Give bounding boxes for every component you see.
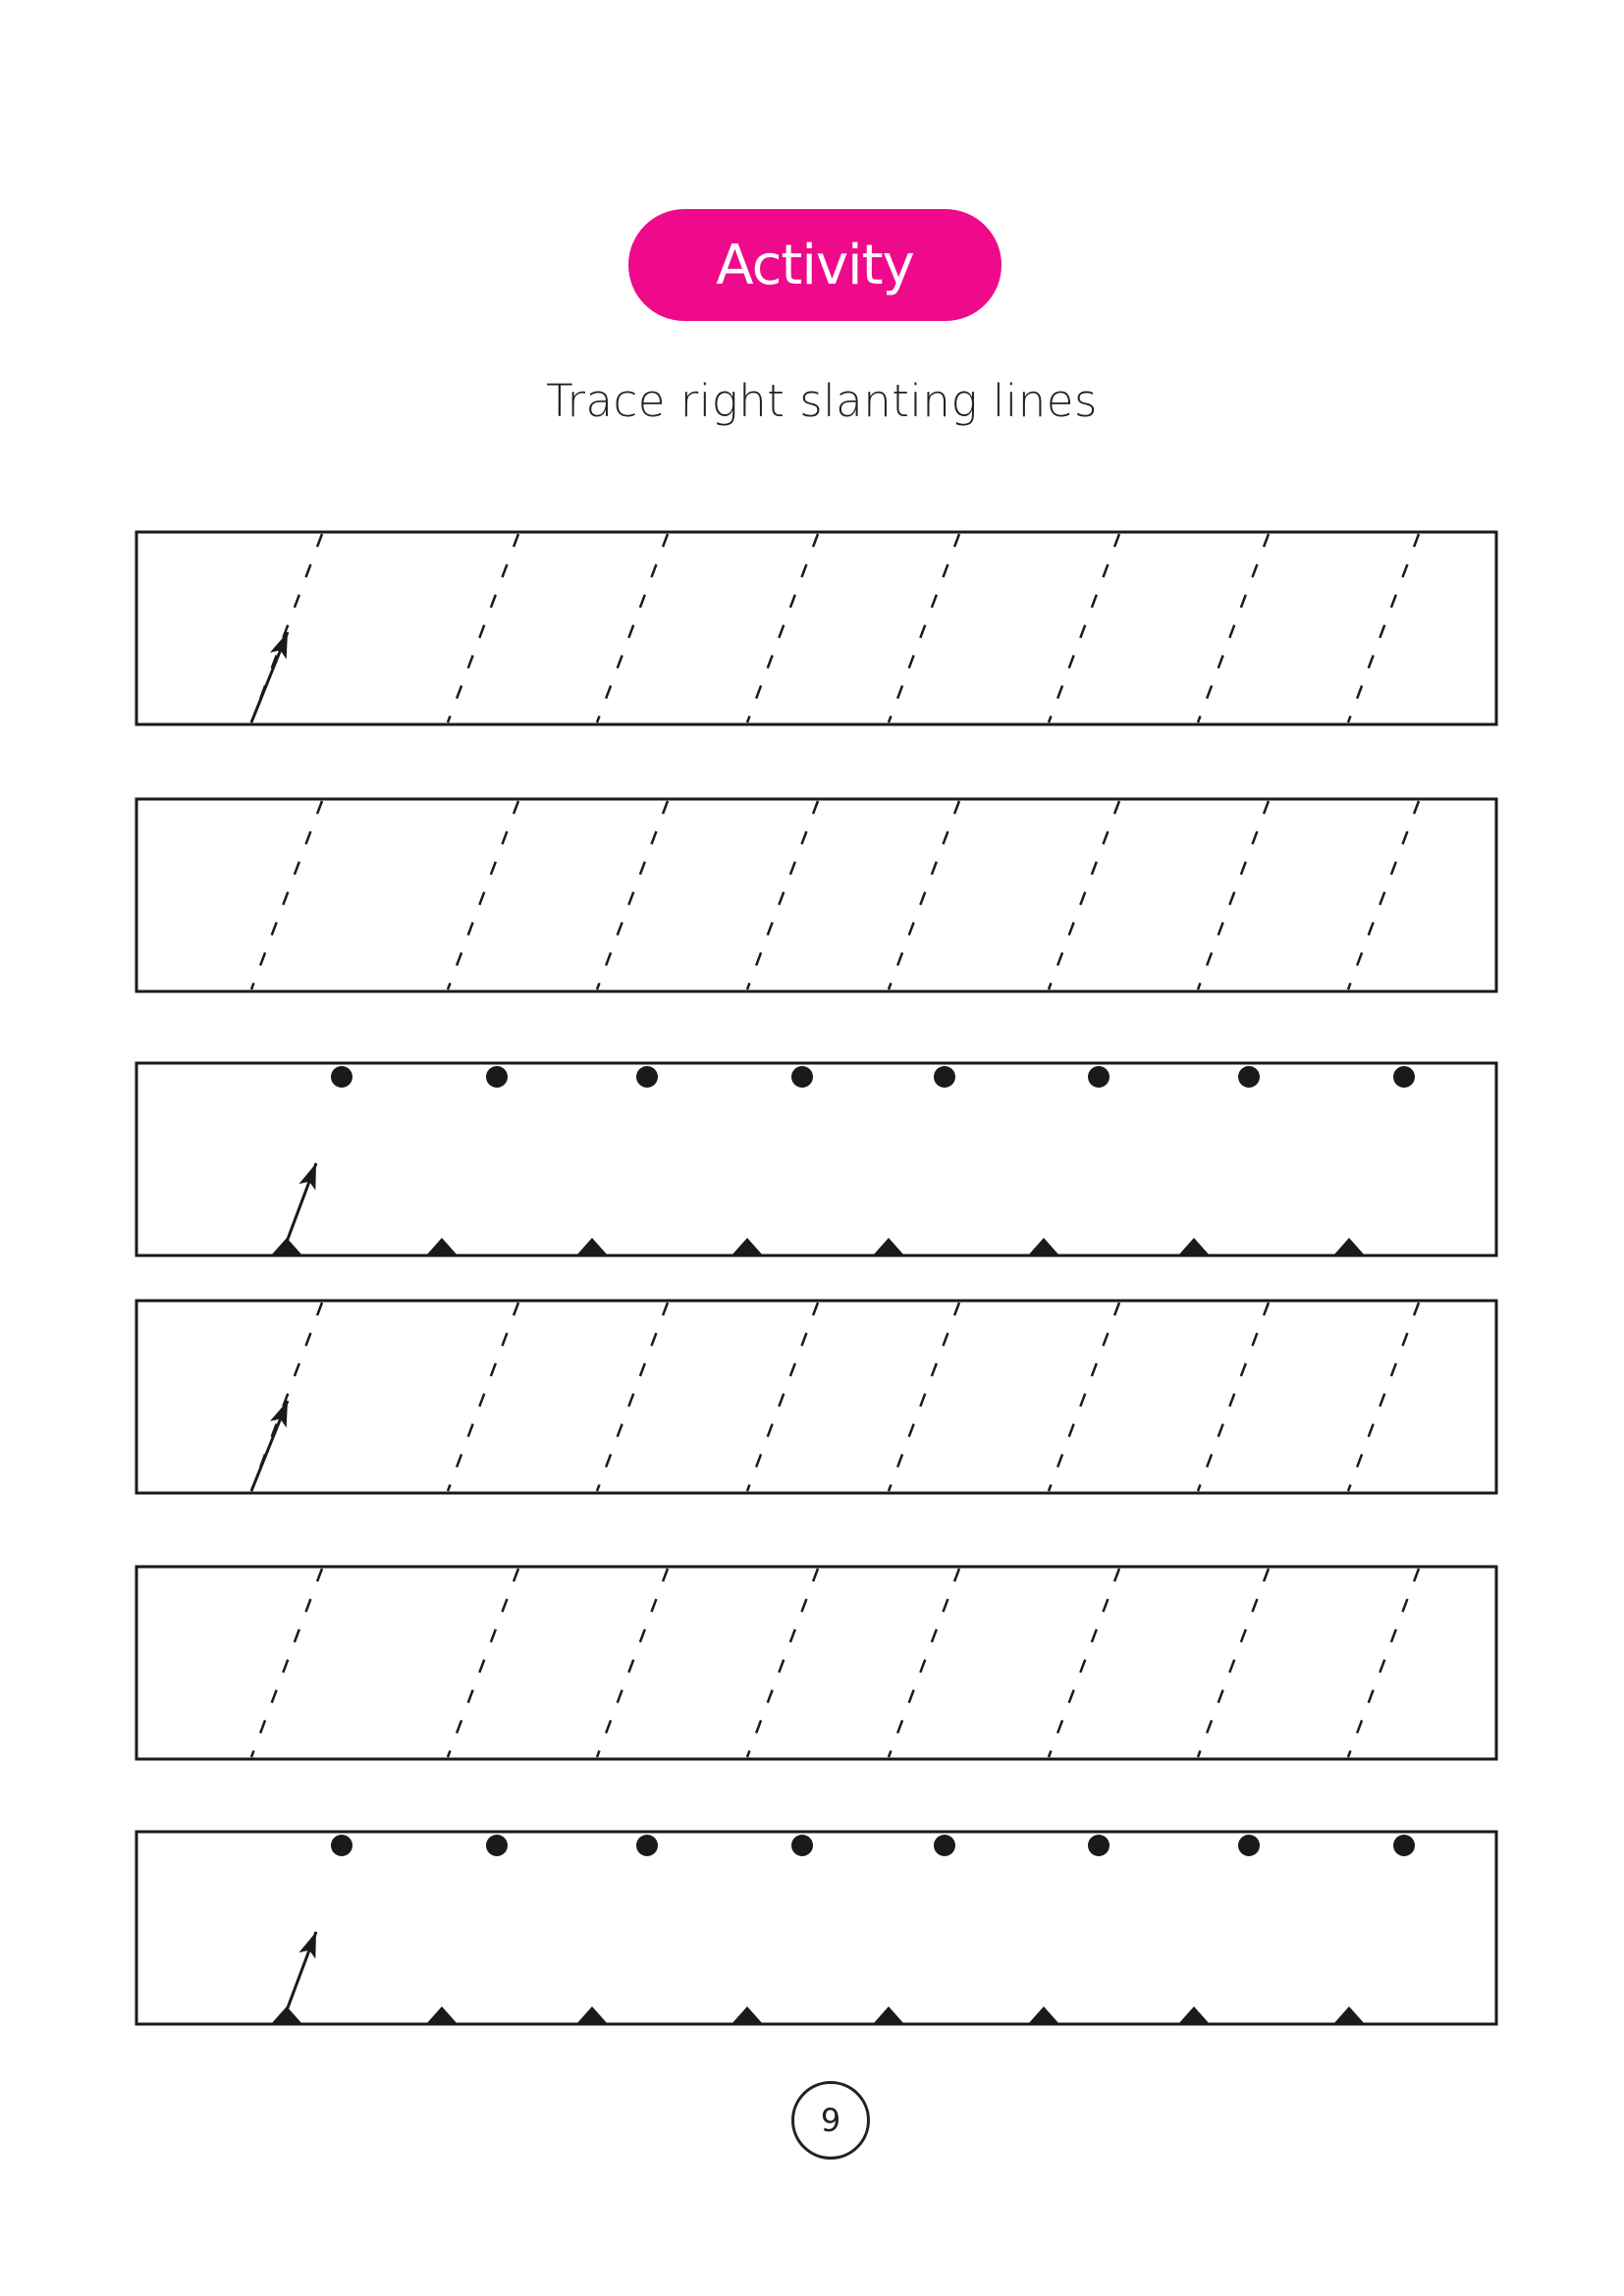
dashed-slant-line — [446, 1302, 520, 1492]
dashed-slant-line — [1047, 800, 1121, 990]
start-dot — [486, 1066, 508, 1088]
start-dot — [331, 1066, 352, 1088]
page-number-value: 9 — [820, 2102, 841, 2139]
dashed-slant-line — [1196, 800, 1271, 990]
end-triangle — [576, 1238, 608, 1255]
dashed-slant-line — [887, 533, 961, 723]
dashed-slant-line — [1047, 533, 1121, 723]
dashed-slant-line — [249, 800, 324, 990]
dashed-slant-line — [446, 1568, 520, 1758]
start-arrow-icon — [249, 631, 290, 723]
start-arrow-icon — [285, 1162, 318, 1243]
page-number: 9 — [791, 2081, 870, 2160]
dashed-slant-line — [1346, 1568, 1421, 1758]
end-triangle — [1028, 2006, 1059, 2024]
start-dot — [1088, 1835, 1110, 1856]
end-triangle — [731, 2006, 763, 2024]
dashed-slant-line — [745, 533, 820, 723]
instruction-text: Trace right slanting lines — [546, 375, 1098, 427]
dashed-slant-line — [249, 1568, 324, 1758]
start-dot — [934, 1835, 955, 1856]
dashed-slant-line — [887, 1568, 961, 1758]
tracing-box — [135, 797, 1498, 993]
dashed-slant-line — [1196, 533, 1271, 723]
dashed-slant-line — [745, 1302, 820, 1492]
end-triangle — [1178, 2006, 1210, 2024]
start-dot — [934, 1066, 955, 1088]
start-dot — [636, 1835, 658, 1856]
start-dot — [1393, 1066, 1415, 1088]
tracing-box — [135, 1061, 1498, 1257]
dashed-slant-line — [745, 1568, 820, 1758]
dashed-slant-line — [595, 533, 670, 723]
end-triangle — [271, 1238, 302, 1255]
start-dot — [1393, 1835, 1415, 1856]
end-triangle — [426, 2006, 458, 2024]
start-arrow-icon — [249, 1400, 290, 1492]
tracing-box — [135, 1830, 1498, 2026]
end-triangle — [426, 1238, 458, 1255]
dashed-slant-line — [1346, 800, 1421, 990]
dashed-slant-line — [595, 1302, 670, 1492]
start-dot — [636, 1066, 658, 1088]
end-triangle — [1333, 1238, 1365, 1255]
start-dot — [791, 1835, 813, 1856]
dashed-slant-line — [1346, 1302, 1421, 1492]
start-dot — [1238, 1066, 1260, 1088]
dashed-slant-line — [1047, 1568, 1121, 1758]
dashed-slant-line — [1196, 1568, 1271, 1758]
dashed-slant-line — [446, 533, 520, 723]
dashed-slant-line — [595, 1568, 670, 1758]
tracing-box — [135, 1299, 1498, 1495]
start-dot — [1088, 1066, 1110, 1088]
end-triangle — [1333, 2006, 1365, 2024]
dashed-slant-line — [1196, 1302, 1271, 1492]
arrow-head — [298, 1163, 316, 1191]
dashed-slant-line — [446, 800, 520, 990]
dashed-slant-line — [745, 800, 820, 990]
end-triangle — [576, 2006, 608, 2024]
end-triangle — [1028, 1238, 1059, 1255]
end-triangle — [731, 1238, 763, 1255]
arrow-head — [298, 1932, 316, 1959]
start-dot — [331, 1835, 352, 1856]
start-dot — [486, 1835, 508, 1856]
arrow-head — [269, 1401, 288, 1428]
start-dot — [791, 1066, 813, 1088]
dashed-slant-line — [887, 1302, 961, 1492]
end-triangle — [271, 2006, 302, 2024]
dashed-slant-line — [887, 800, 961, 990]
dashed-slant-line — [1047, 1302, 1121, 1492]
activity-label: Activity — [716, 233, 914, 297]
tracing-box — [135, 1565, 1498, 1761]
start-dot — [1238, 1835, 1260, 1856]
tracing-box — [135, 530, 1498, 726]
dashed-slant-line — [595, 800, 670, 990]
start-arrow-icon — [285, 1931, 318, 2011]
arrow-head — [269, 632, 288, 660]
dashed-slant-line — [1346, 533, 1421, 723]
end-triangle — [1178, 1238, 1210, 1255]
end-triangle — [873, 2006, 904, 2024]
activity-badge: Activity — [628, 209, 1001, 321]
end-triangle — [873, 1238, 904, 1255]
